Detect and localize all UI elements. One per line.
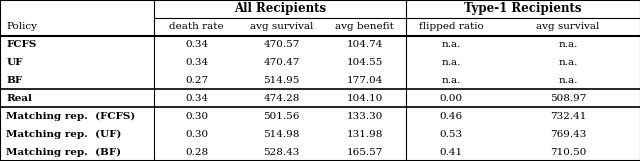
Text: avg survival: avg survival bbox=[250, 22, 314, 31]
Text: 528.43: 528.43 bbox=[264, 147, 300, 156]
Text: 0.34: 0.34 bbox=[185, 94, 209, 103]
Text: All Recipients: All Recipients bbox=[234, 2, 326, 15]
Text: 710.50: 710.50 bbox=[550, 147, 586, 156]
Text: flipped ratio: flipped ratio bbox=[419, 22, 484, 31]
Text: 514.95: 514.95 bbox=[264, 76, 300, 85]
Text: 0.00: 0.00 bbox=[440, 94, 463, 103]
Text: 104.55: 104.55 bbox=[347, 58, 383, 67]
Text: 0.27: 0.27 bbox=[185, 76, 209, 85]
Text: Type-1 Recipients: Type-1 Recipients bbox=[465, 2, 582, 15]
Text: 165.57: 165.57 bbox=[347, 147, 383, 156]
Text: n.a.: n.a. bbox=[442, 76, 461, 85]
Text: FCFS: FCFS bbox=[6, 40, 36, 49]
Text: 0.46: 0.46 bbox=[440, 112, 463, 121]
Text: death rate: death rate bbox=[170, 22, 224, 31]
Text: 508.97: 508.97 bbox=[550, 94, 586, 103]
Text: 474.28: 474.28 bbox=[264, 94, 300, 103]
Text: 131.98: 131.98 bbox=[347, 130, 383, 139]
Text: 0.53: 0.53 bbox=[440, 130, 463, 139]
Text: 104.74: 104.74 bbox=[347, 40, 383, 49]
Text: Matching rep.  (BF): Matching rep. (BF) bbox=[6, 147, 122, 157]
Text: avg survival: avg survival bbox=[536, 22, 600, 31]
Text: 470.57: 470.57 bbox=[264, 40, 300, 49]
Text: Matching rep.  (UF): Matching rep. (UF) bbox=[6, 130, 122, 139]
Text: 0.34: 0.34 bbox=[185, 58, 209, 67]
Text: 501.56: 501.56 bbox=[264, 112, 300, 121]
Text: 470.47: 470.47 bbox=[264, 58, 300, 67]
Text: avg benefit: avg benefit bbox=[335, 22, 394, 31]
Text: 0.30: 0.30 bbox=[185, 130, 209, 139]
Text: 0.34: 0.34 bbox=[185, 40, 209, 49]
Text: 514.98: 514.98 bbox=[264, 130, 300, 139]
Text: n.a.: n.a. bbox=[442, 58, 461, 67]
Text: 769.43: 769.43 bbox=[550, 130, 586, 139]
Text: n.a.: n.a. bbox=[558, 76, 578, 85]
Text: n.a.: n.a. bbox=[558, 58, 578, 67]
Text: Real: Real bbox=[6, 94, 32, 103]
Text: 0.30: 0.30 bbox=[185, 112, 209, 121]
Text: Policy: Policy bbox=[6, 22, 37, 31]
Text: 177.04: 177.04 bbox=[347, 76, 383, 85]
Text: 104.10: 104.10 bbox=[347, 94, 383, 103]
Text: BF: BF bbox=[6, 76, 22, 85]
Text: n.a.: n.a. bbox=[558, 40, 578, 49]
Text: Matching rep.  (FCFS): Matching rep. (FCFS) bbox=[6, 112, 136, 121]
Text: 0.41: 0.41 bbox=[440, 147, 463, 156]
Text: 133.30: 133.30 bbox=[347, 112, 383, 121]
Text: 0.28: 0.28 bbox=[185, 147, 209, 156]
Text: UF: UF bbox=[6, 58, 23, 67]
Text: n.a.: n.a. bbox=[442, 40, 461, 49]
Text: 732.41: 732.41 bbox=[550, 112, 586, 121]
